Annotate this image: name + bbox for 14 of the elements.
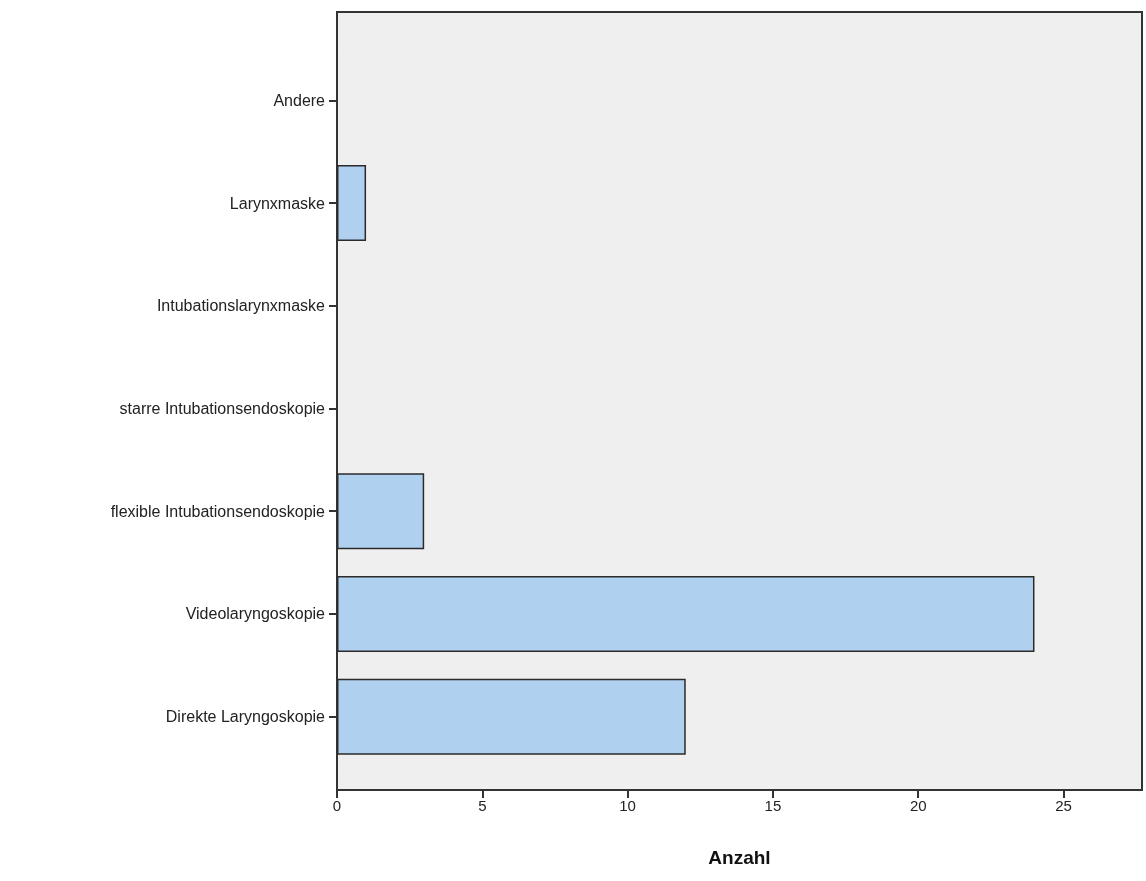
x-tick-label: 15 <box>764 797 782 814</box>
x-tick-label: 0 <box>332 797 342 814</box>
x-tick-label: 25 <box>1055 797 1072 814</box>
y-tick-label: Larynxmaske <box>229 194 326 212</box>
y-tick-label: Andere <box>273 91 326 109</box>
y-tick-label: Direkte Laryngoskopie <box>165 708 326 726</box>
y-tick-label: starre Intubationsendoskopie <box>119 400 326 417</box>
x-tick-label: 5 <box>478 797 487 814</box>
y-tick-label: Videolaryngoskopie <box>185 605 326 623</box>
x-axis-title: Anzahl <box>708 847 771 868</box>
x-tick-label: 20 <box>909 797 927 814</box>
x-tick-label: 10 <box>619 797 636 814</box>
y-tick-label: Intubationslarynxmaske <box>156 297 326 315</box>
y-tick-label: flexible Intubationsendoskopie <box>110 502 326 520</box>
